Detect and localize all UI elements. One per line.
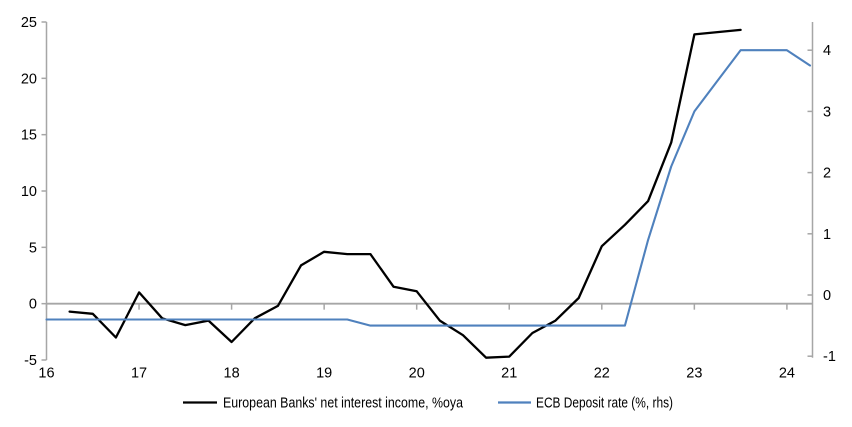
legend-label-ecb: ECB Deposit rate (%, rhs): [536, 396, 673, 412]
right-y-axis-tick-label: 3: [823, 104, 831, 120]
left-y-axis-tick-label: 10: [21, 184, 37, 200]
x-axis-tick-label: 16: [38, 366, 54, 382]
x-axis-tick-label: 23: [686, 366, 702, 382]
left-y-axis-tick-label: 25: [21, 15, 37, 31]
left-y-axis-tick-label: 15: [21, 128, 37, 144]
x-axis-tick-label: 22: [594, 366, 610, 382]
left-y-axis-tick-label: 5: [29, 240, 37, 256]
legend: European Banks' net interest income, %oy…: [183, 396, 673, 412]
x-axis-tick-label: 19: [316, 366, 332, 382]
left-y-axis-tick-label: -5: [24, 353, 37, 369]
legend-label-nii: European Banks' net interest income, %oy…: [223, 396, 464, 412]
right-y-axis-tick-label: 0: [823, 288, 831, 304]
right-y-axis-tick-label: -1: [823, 349, 836, 365]
x-axis-tick-label: 18: [224, 366, 240, 382]
right-y-axis-tick-label: 1: [823, 227, 831, 243]
x-axis-tick-label: 17: [131, 366, 147, 382]
x-axis-tick-label: 20: [409, 366, 425, 382]
series-layer: [45, 28, 812, 359]
nii-line: [68, 28, 742, 359]
right-y-axis-tick-label: 2: [823, 166, 831, 182]
left-y-axis-tick-label: 20: [21, 71, 37, 87]
right-y-axis-tick-label: 4: [823, 43, 831, 59]
x-axis-tick-label: 24: [779, 366, 795, 382]
left-y-axis-tick-label: 0: [29, 297, 37, 313]
ecb-deposit-rate-line: [45, 49, 812, 327]
x-axis-tick-label: 21: [501, 366, 517, 382]
